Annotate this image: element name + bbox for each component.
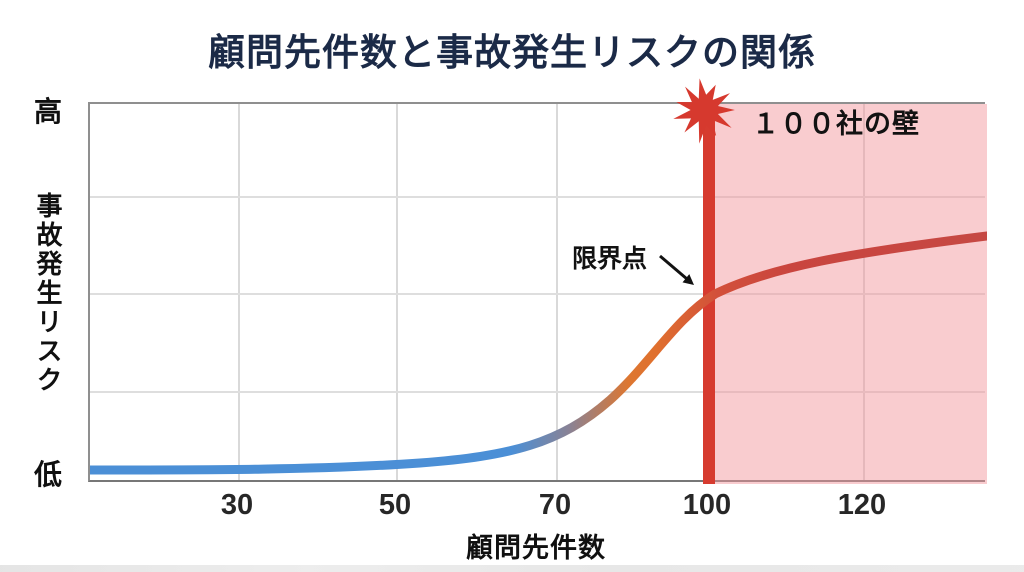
gridline-vertical-70 (556, 104, 558, 480)
gridline-vertical-120 (863, 104, 865, 480)
bottom-edge-artifact (0, 565, 1024, 572)
gridline-vertical-50 (396, 104, 398, 480)
annotation-arrow-icon (659, 254, 694, 285)
gridline-horizontal-3 (90, 391, 985, 393)
x-axis-title: 顧問先件数 (466, 533, 606, 563)
x-tick-50: 50 (378, 489, 412, 521)
x-tick-100: 100 (682, 489, 732, 521)
gridline-vertical-30 (238, 104, 240, 480)
wall-label: １００社の壁 (752, 109, 920, 139)
y-axis-high-label: 高 (34, 96, 63, 127)
plot-area (88, 102, 987, 484)
risk-curve-path (90, 231, 987, 475)
gridline-horizontal-2 (90, 293, 985, 295)
danger-zone-region (709, 104, 987, 484)
x-tick-120: 120 (837, 489, 887, 521)
x-tick-30: 30 (220, 489, 254, 521)
y-axis-title: 事故発生リスク (33, 192, 63, 395)
risk-curve (90, 231, 987, 475)
x-tick-70: 70 (538, 489, 572, 521)
limit-point-label: 限界点 (572, 245, 648, 273)
gridline-horizontal-1 (90, 196, 985, 198)
chart-title: 顧問先件数と事故発生リスクの関係 (208, 32, 816, 73)
explosion-burst-icon (673, 78, 735, 144)
y-axis-low-label: 低 (34, 459, 63, 490)
